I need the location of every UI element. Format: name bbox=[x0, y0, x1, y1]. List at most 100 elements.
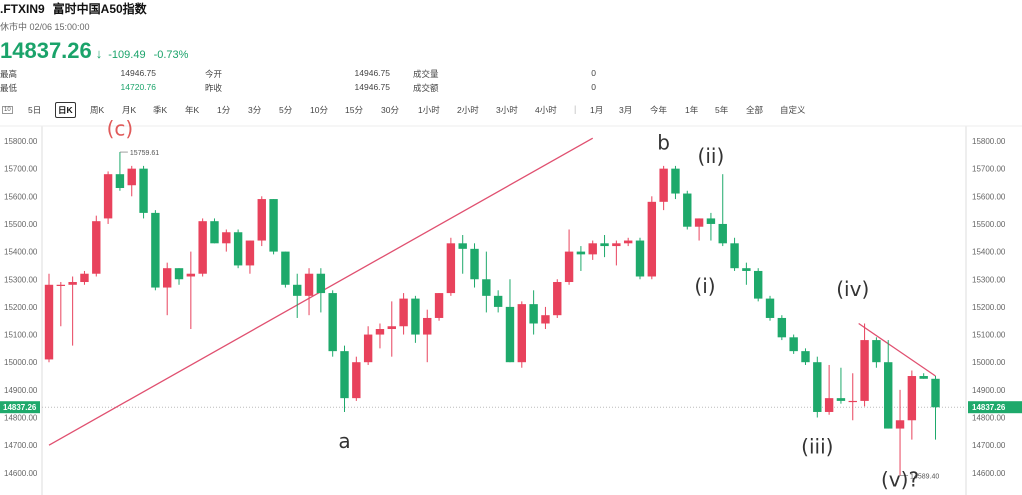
candle-body[interactable] bbox=[174, 268, 184, 280]
tab-10min[interactable]: 10分 bbox=[310, 105, 328, 115]
candle-body[interactable] bbox=[293, 284, 302, 296]
tab-monthly-k[interactable]: 月K bbox=[122, 105, 137, 115]
range-5y[interactable]: 5年 bbox=[715, 105, 729, 115]
candle-body[interactable] bbox=[127, 168, 136, 186]
candle-body[interactable] bbox=[446, 243, 456, 294]
candle-body[interactable] bbox=[765, 298, 775, 318]
candle-body[interactable] bbox=[730, 243, 739, 269]
candle-body[interactable] bbox=[281, 251, 290, 285]
candle-body[interactable] bbox=[742, 268, 751, 271]
candle-body[interactable] bbox=[151, 212, 160, 288]
candle-body[interactable] bbox=[659, 168, 668, 202]
candle-body[interactable] bbox=[564, 251, 574, 283]
candle-body[interactable] bbox=[316, 273, 326, 294]
candle-body[interactable] bbox=[505, 306, 515, 363]
candle-body[interactable] bbox=[269, 199, 278, 252]
candle-body[interactable] bbox=[423, 317, 432, 335]
candle-body[interactable] bbox=[789, 337, 798, 352]
candle-body[interactable] bbox=[92, 221, 101, 274]
range-1m[interactable]: 1月 bbox=[590, 105, 604, 115]
candle-body[interactable] bbox=[245, 240, 255, 266]
tab-2h[interactable]: 2小时 bbox=[457, 105, 479, 115]
candle-body[interactable] bbox=[683, 193, 692, 227]
tab-weekly-k[interactable]: 周K bbox=[90, 105, 105, 115]
range-3m[interactable]: 3月 bbox=[619, 105, 633, 115]
candle-body[interactable] bbox=[186, 273, 196, 277]
grid-count-icon[interactable]: 10 bbox=[2, 106, 13, 114]
candle-body[interactable] bbox=[872, 340, 881, 363]
candle-body[interactable] bbox=[931, 378, 940, 408]
candle-body[interactable] bbox=[635, 240, 645, 277]
candle-body[interactable] bbox=[352, 362, 361, 399]
candle-body[interactable] bbox=[304, 273, 314, 296]
tab-5min[interactable]: 5分 bbox=[279, 105, 293, 115]
candle-body[interactable] bbox=[257, 199, 266, 241]
candle-body[interactable] bbox=[470, 248, 479, 280]
candle-body[interactable] bbox=[222, 232, 231, 244]
candle-body[interactable] bbox=[139, 168, 148, 213]
candle-body[interactable] bbox=[588, 243, 597, 255]
candle-body[interactable] bbox=[706, 218, 716, 224]
candle-body[interactable] bbox=[600, 243, 609, 247]
candle-body[interactable] bbox=[56, 284, 66, 286]
candle-body[interactable] bbox=[824, 398, 834, 412]
tab-15min[interactable]: 15分 bbox=[345, 105, 363, 115]
candle-body[interactable] bbox=[210, 221, 219, 244]
tab-1h[interactable]: 1小时 bbox=[418, 105, 440, 115]
candle-body[interactable] bbox=[813, 362, 822, 412]
tab-4h[interactable]: 4小时 bbox=[535, 105, 557, 115]
candle-body[interactable] bbox=[434, 293, 444, 318]
candle-body[interactable] bbox=[694, 218, 704, 227]
range-ytd[interactable]: 今年 bbox=[650, 105, 668, 115]
candle-body[interactable] bbox=[363, 334, 373, 363]
candle-body[interactable] bbox=[411, 298, 420, 335]
candle-body[interactable] bbox=[340, 351, 349, 399]
candle-body[interactable] bbox=[553, 282, 562, 316]
candle-body[interactable] bbox=[884, 362, 893, 429]
candle-body[interactable] bbox=[233, 232, 243, 266]
candle-body[interactable] bbox=[399, 298, 408, 327]
candle-body[interactable] bbox=[103, 174, 113, 219]
candle-body[interactable] bbox=[895, 420, 905, 429]
candle-body[interactable] bbox=[115, 174, 125, 189]
range-custom[interactable]: 自定义 bbox=[780, 105, 806, 115]
tab-1min[interactable]: 1分 bbox=[217, 105, 231, 115]
candle-body[interactable] bbox=[754, 270, 763, 299]
tab-3h[interactable]: 3小时 bbox=[496, 105, 518, 115]
candle-body[interactable] bbox=[44, 284, 54, 360]
candle-body[interactable] bbox=[919, 376, 928, 379]
tab-daily-k[interactable]: 日K bbox=[55, 102, 76, 118]
candle-body[interactable] bbox=[458, 243, 467, 249]
candle-body[interactable] bbox=[860, 340, 869, 401]
candle-body[interactable] bbox=[848, 400, 857, 403]
range-1y[interactable]: 1年 bbox=[685, 105, 699, 115]
candle-body[interactable] bbox=[541, 315, 550, 324]
candle-body[interactable] bbox=[163, 268, 172, 288]
range-all[interactable]: 全部 bbox=[746, 105, 764, 115]
candle-body[interactable] bbox=[198, 221, 207, 274]
candle-body[interactable] bbox=[529, 304, 538, 324]
candle-body[interactable] bbox=[482, 279, 491, 296]
tab-quarterly-k[interactable]: 季K bbox=[153, 105, 168, 115]
candle-body[interactable] bbox=[671, 168, 680, 194]
candle-body[interactable] bbox=[68, 282, 77, 285]
tab-30min[interactable]: 30分 bbox=[381, 105, 399, 115]
candle-body[interactable] bbox=[777, 317, 787, 338]
candle-body[interactable] bbox=[718, 223, 727, 244]
candle-body[interactable] bbox=[387, 326, 396, 330]
candle-body[interactable] bbox=[493, 295, 503, 307]
candle-body[interactable] bbox=[647, 201, 657, 277]
tab-yearly-k[interactable]: 年K bbox=[185, 105, 200, 115]
candle-body[interactable] bbox=[517, 304, 526, 363]
candle-body[interactable] bbox=[375, 329, 385, 335]
tab-5d[interactable]: 5日 bbox=[28, 105, 42, 115]
candle-body[interactable] bbox=[836, 398, 846, 401]
candle-body[interactable] bbox=[80, 273, 89, 283]
candle-body[interactable] bbox=[612, 243, 621, 247]
tab-3min[interactable]: 3分 bbox=[248, 105, 262, 115]
candle-body[interactable] bbox=[328, 293, 337, 352]
candle-body[interactable] bbox=[576, 251, 586, 255]
candle-body[interactable] bbox=[801, 351, 810, 363]
candle-body[interactable] bbox=[907, 376, 917, 421]
